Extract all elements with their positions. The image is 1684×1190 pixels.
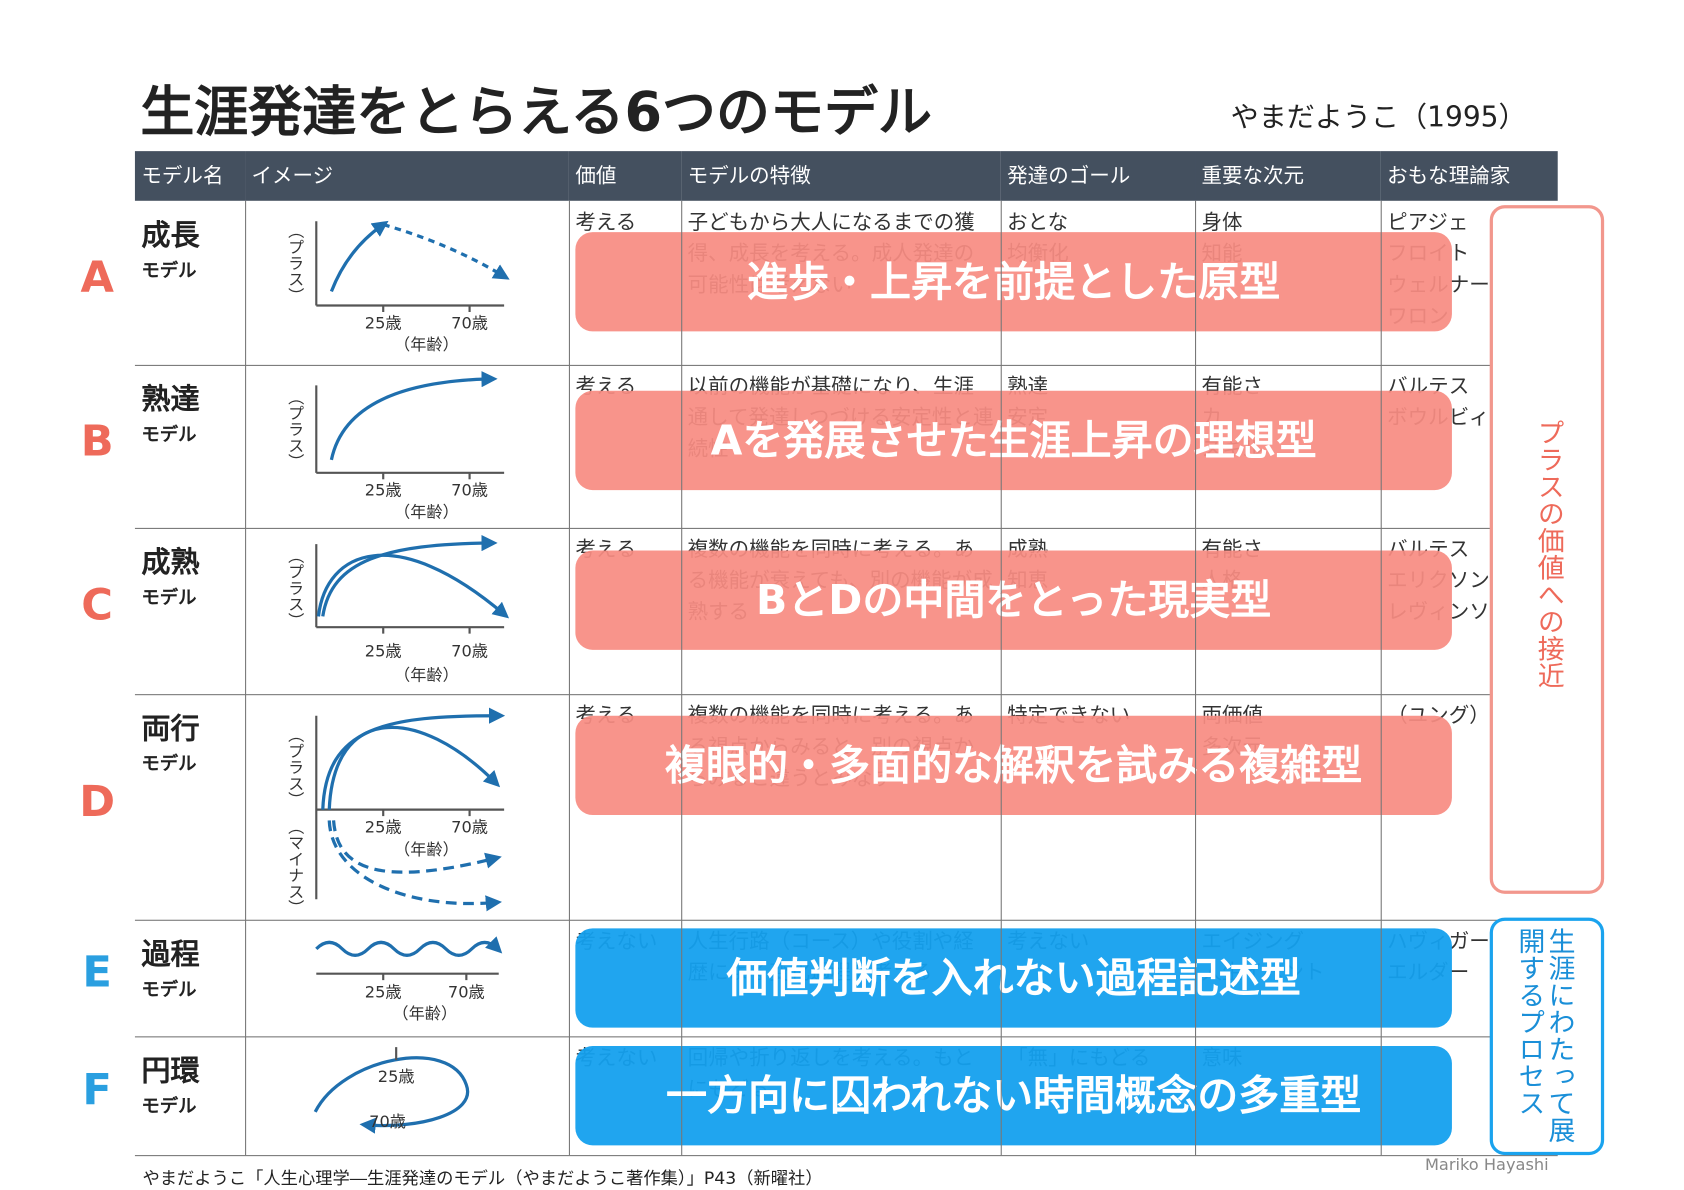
axis-label: 70歳	[451, 313, 488, 332]
axis-label: 25歳	[365, 481, 402, 500]
axis-label: 25歳	[365, 642, 402, 661]
header-cell: 発達のゴール	[1000, 151, 1196, 201]
model-suffix: モデル	[141, 260, 197, 282]
axis-label: （プラス）	[285, 727, 304, 808]
curve	[327, 725, 501, 810]
row-line	[134, 919, 1558, 921]
row-letter: E	[82, 947, 112, 998]
model-name: 過程	[141, 938, 200, 972]
axis-label: 70歳	[451, 642, 488, 661]
curve	[329, 220, 389, 293]
row-line	[134, 1155, 1558, 1157]
model-name: 熟達	[141, 383, 200, 417]
axis-label: （プラス）	[285, 222, 304, 303]
curve	[329, 371, 498, 461]
axis-label: （年齢）	[394, 502, 459, 521]
row-line	[134, 1036, 1558, 1038]
row-letter: A	[80, 252, 114, 303]
value-cell: 考える	[575, 210, 637, 235]
goal-line: おとな	[1007, 210, 1069, 235]
header-cell: モデルの特徴	[681, 151, 1001, 201]
model-suffix: モデル	[141, 424, 197, 446]
column-line	[1380, 200, 1382, 1156]
model-suffix: モデル	[141, 587, 197, 609]
axis-label: （年齢）	[394, 840, 459, 859]
column-line	[1195, 200, 1197, 1156]
header-cell: 重要な次元	[1195, 151, 1381, 201]
axis-label: （プラス）	[285, 389, 304, 470]
axis-label: 70歳	[451, 817, 488, 836]
model-graph: 25歳 70歳 （年齢） （プラス）	[285, 371, 505, 521]
header-cell: 価値	[568, 151, 682, 201]
title: 生涯発達をとらえる6つのモデル	[140, 80, 932, 144]
banner: 価値判断を入れない過程記述型	[575, 928, 1452, 1028]
theorists-line: ピアジェ	[1387, 210, 1469, 235]
curve	[321, 534, 498, 617]
side-label: プラスの価値への接近	[1533, 418, 1566, 689]
curve	[315, 936, 503, 957]
model-suffix: モデル	[141, 753, 197, 776]
row-line	[134, 527, 1558, 529]
axis-label: （年齢）	[394, 335, 459, 354]
model-suffix: モデル	[141, 979, 197, 1001]
header-cell: モデル名	[134, 151, 246, 201]
banner: Aを発展させた生涯上昇の理想型	[575, 390, 1452, 491]
column-line	[681, 200, 683, 1156]
model-graph: 25歳 70歳 （年齢）	[315, 936, 503, 1023]
curve	[313, 1056, 470, 1134]
axis-label: 25歳	[378, 1067, 415, 1086]
row-line	[134, 364, 1558, 366]
axis-label: （プラス）	[285, 547, 304, 628]
model-name: 成熟	[141, 546, 200, 580]
axis-label: （年齢）	[394, 665, 459, 684]
axis-label: 70歳	[448, 983, 485, 1002]
model-name: 両行	[141, 712, 200, 746]
axis-label: 25歳	[365, 313, 402, 332]
credit: Mariko Hayashi	[1424, 1155, 1549, 1175]
row-letter: C	[81, 580, 113, 631]
row-letter: B	[80, 416, 114, 466]
model-suffix: モデル	[141, 1095, 197, 1118]
axis-label: 25歳	[365, 817, 402, 836]
model-graph: 25歳 70歳 （年齢） （プラス） （マイナス）	[285, 707, 506, 915]
dimension-line: 身体	[1201, 210, 1243, 235]
axis-label: 70歳	[451, 481, 488, 500]
citation: やまだようこ「人生心理学―生涯発達のモデル（やまだようこ著作集）」P43（新曜社…	[142, 1168, 823, 1189]
column-line	[1000, 200, 1002, 1156]
axis-label: 70歳	[369, 1112, 406, 1131]
row-letter: F	[82, 1065, 112, 1116]
banner: BとDの中間をとった現実型	[575, 550, 1452, 650]
banner: 複眼的・多面的な解釈を試みる複雑型	[575, 715, 1452, 816]
row-letter: D	[79, 776, 116, 827]
curve	[316, 553, 510, 619]
process-box: 生涯にわたって展開するプロセス	[1489, 917, 1605, 1156]
author: やまだようこ（1995）	[1230, 101, 1527, 134]
plus-box: プラスの価値への接近	[1489, 205, 1605, 894]
model-name: 成長	[141, 219, 200, 253]
banner: 進歩・上昇を前提とした原型	[575, 232, 1452, 332]
header-cell: おもな理論家	[1380, 151, 1558, 201]
row-line	[134, 694, 1558, 696]
header-cell: イメージ	[245, 151, 569, 201]
column-line	[568, 200, 570, 1156]
column-line	[245, 200, 247, 1156]
model-name: 円環	[141, 1054, 200, 1089]
banner: 一方向に囚われない時間概念の多重型	[575, 1046, 1452, 1146]
model-graph: 25歳 70歳	[313, 1047, 470, 1134]
curve	[327, 820, 502, 912]
axis-label: 25歳	[365, 983, 402, 1002]
model-graph: 25歳 70歳 （年齢） （プラス）	[285, 534, 510, 684]
axis-label: （年齢）	[392, 1004, 457, 1023]
curve	[382, 222, 510, 280]
model-graph: 25歳 70歳 （年齢） （プラス）	[285, 220, 510, 354]
side-label: 生涯にわたって展開するプロセス	[1514, 927, 1577, 1144]
axis-label: （マイナス）	[285, 818, 304, 915]
